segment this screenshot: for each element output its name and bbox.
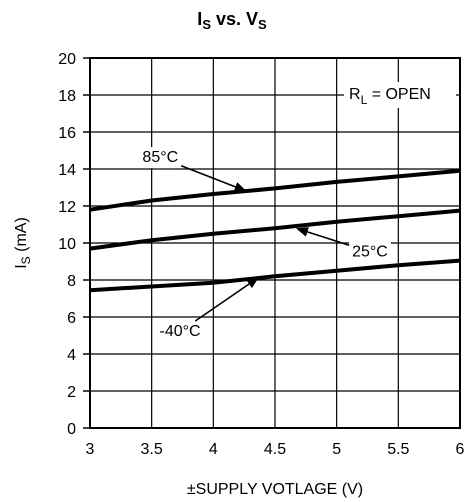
y-tick-labels: 0 2 4 6 8 10 12 14 16 18 20 xyxy=(58,51,76,438)
y-tick-label: 2 xyxy=(67,384,76,401)
condition-label: RL = OPEN xyxy=(349,86,431,107)
annotation-arrow-head xyxy=(233,182,247,192)
chart-title: IS vs. VS xyxy=(197,9,267,32)
annotation-label: 85°C xyxy=(142,149,178,166)
annotation-arrow-shaft xyxy=(194,283,250,322)
y-axis-label-main: I xyxy=(13,264,30,268)
annotation-label-bg xyxy=(349,241,391,263)
x-tick-label: 5.5 xyxy=(387,441,409,458)
x-tick-label: 4.5 xyxy=(264,441,286,458)
x-axis-label: ±SUPPLY VOTLAGE (V) xyxy=(187,481,363,498)
y-tick-label: 16 xyxy=(58,125,76,142)
condition-subscript: L xyxy=(361,93,368,107)
series-line-2 xyxy=(89,258,461,293)
x-tick-label: 3 xyxy=(86,441,95,458)
y-tick-label: 12 xyxy=(58,199,76,216)
x-tick-label: 3.5 xyxy=(141,441,163,458)
annotation-arrow-shaft xyxy=(180,164,236,188)
condition-main: R xyxy=(349,86,361,103)
series-line-0 xyxy=(89,168,461,212)
y-tick-label: 14 xyxy=(58,162,76,179)
title-main: I xyxy=(197,9,202,29)
x-tick-label: 4 xyxy=(209,441,218,458)
plot-frame xyxy=(89,57,461,429)
annotation-label-bg xyxy=(139,147,182,169)
condition-label-bg xyxy=(344,82,456,108)
title-main-subscript: S xyxy=(202,17,211,32)
y-tick-label: 4 xyxy=(67,347,76,364)
y-tick-label: 18 xyxy=(58,88,76,105)
x-tick-labels: 3 3.5 4 4.5 5 5.5 6 xyxy=(86,441,465,458)
y-axis-label-subscript: S xyxy=(19,256,33,264)
title-mid-subscript: S xyxy=(258,17,267,32)
y-tick-label: 20 xyxy=(58,51,76,68)
annotation-label-bg xyxy=(156,321,204,343)
y-tick-label: 10 xyxy=(58,236,76,253)
annotation-arrow-head xyxy=(246,277,259,289)
y-tick-label: 0 xyxy=(67,421,76,438)
y-axis-label: IS (mA) xyxy=(13,217,33,269)
y-tick-label: 8 xyxy=(67,273,76,290)
x-tick-label: 5 xyxy=(332,441,341,458)
x-tick-label: 6 xyxy=(456,441,465,458)
series-line-1 xyxy=(89,208,461,251)
y-tick-label: 6 xyxy=(67,310,76,327)
y-axis-label-rest: (mA) xyxy=(13,217,30,256)
annotation-label: -40°C xyxy=(159,323,200,340)
title-mid: vs. V xyxy=(211,9,258,29)
annotations-group: 85°C 25°C -40°C xyxy=(139,147,391,343)
annotation-label: 25°C xyxy=(352,243,388,260)
series-group xyxy=(89,168,461,293)
annotation-arrow-head xyxy=(295,227,309,237)
condition-rest: = OPEN xyxy=(367,86,431,103)
annotation-arrow-shaft xyxy=(307,231,350,247)
